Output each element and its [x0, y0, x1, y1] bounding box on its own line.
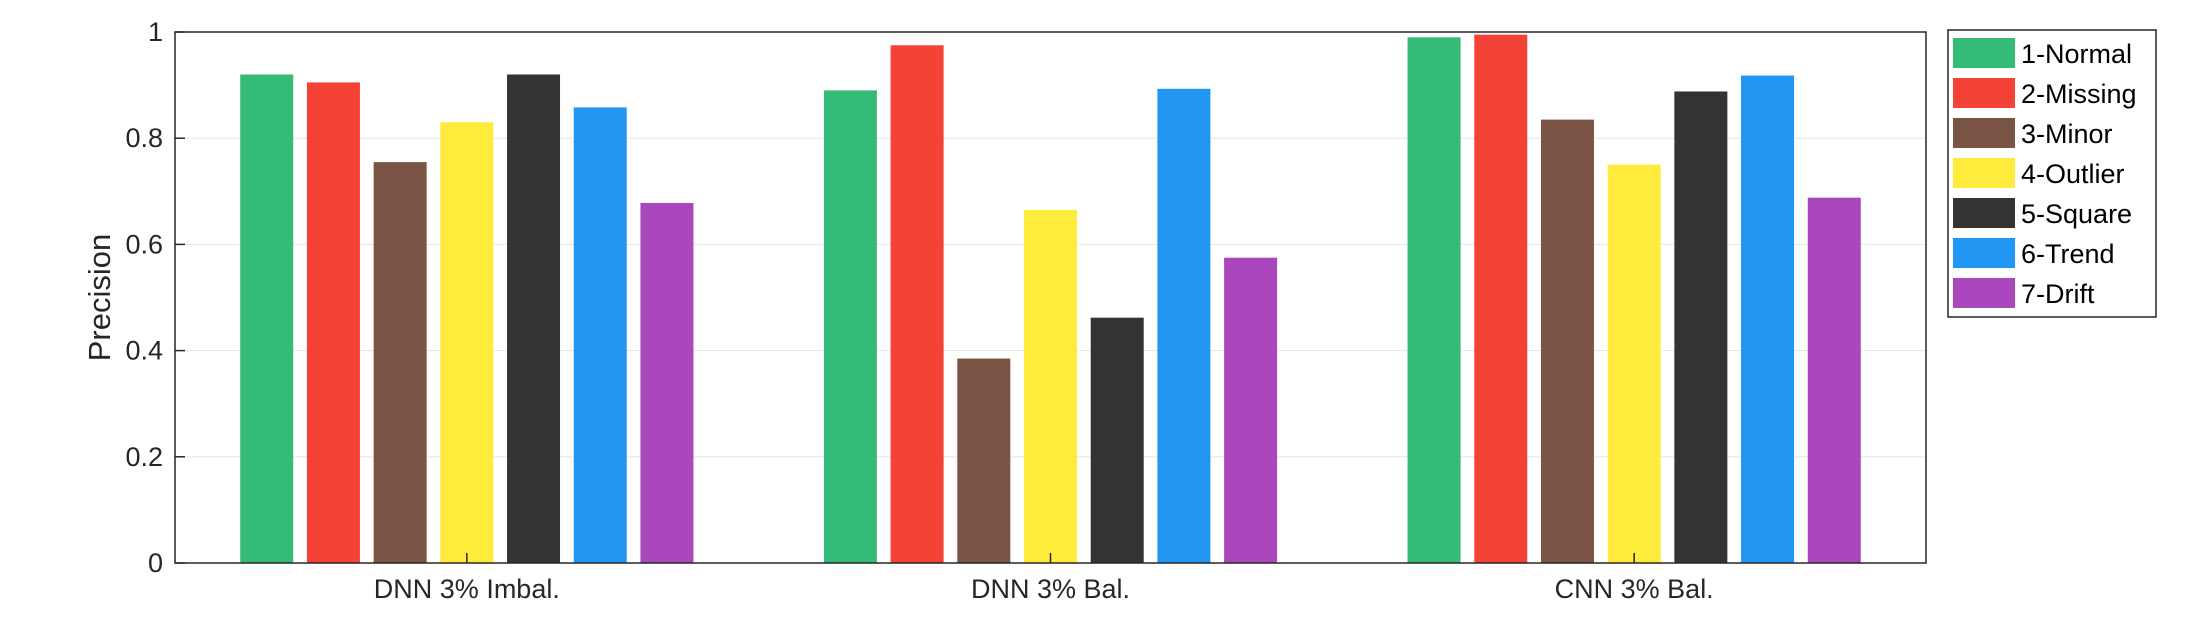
bar-3-minor-2 [957, 358, 1011, 563]
bar-5-square-2 [1090, 317, 1144, 563]
bar-7-drift-2 [1224, 257, 1278, 563]
bar-5-square-3 [1674, 91, 1728, 564]
legend-swatch [1953, 158, 2015, 188]
x-axis-ticks: DNN 3% Imbal. DNN 3% Bal. CNN 3% Bal. [374, 553, 1714, 604]
legend-label: 4-Outlier [2021, 159, 2125, 189]
y-axis-ticks: 0 0.2 0.4 0.6 0.8 1 [125, 17, 185, 578]
legend-label: 2-Missing [2021, 79, 2137, 109]
y-tick-label: 0.8 [125, 123, 163, 153]
bar-5-square-1 [507, 74, 561, 563]
bar-2-missing-1 [306, 82, 360, 563]
x-tick-label: CNN 3% Bal. [1555, 574, 1714, 604]
bar-4-outlier-3 [1607, 164, 1661, 563]
y-tick-label: 0.2 [125, 442, 163, 472]
bar-1-normal-1 [240, 74, 294, 563]
x-tick-label: DNN 3% Bal. [971, 574, 1130, 604]
y-tick-label: 0.6 [125, 229, 163, 259]
bar-3-minor-3 [1540, 119, 1594, 564]
bar-3-minor-1 [373, 162, 427, 563]
bars [240, 34, 1861, 564]
bar-1-normal-2 [823, 90, 877, 563]
y-tick-label: 0.4 [125, 336, 163, 366]
legend-label: 6-Trend [2021, 239, 2115, 269]
bar-2-missing-3 [1474, 34, 1528, 563]
legend-swatch [1953, 78, 2015, 108]
x-tick-label: DNN 3% Imbal. [374, 574, 560, 604]
legend-label: 1-Normal [2021, 39, 2132, 69]
legend-label: 7-Drift [2021, 279, 2095, 309]
bar-6-trend-3 [1741, 75, 1795, 564]
bar-2-missing-2 [890, 45, 944, 563]
legend-swatch [1953, 238, 2015, 268]
legend-swatch [1953, 118, 2015, 148]
bar-6-trend-1 [573, 107, 627, 563]
y-tick-label: 0 [148, 548, 163, 578]
bar-7-drift-3 [1807, 197, 1861, 563]
legend-label: 3-Minor [2021, 119, 2113, 149]
legend-swatch [1953, 198, 2015, 228]
y-tick-label: 1 [148, 17, 163, 47]
legend-swatch [1953, 278, 2015, 308]
legend-swatch [1953, 38, 2015, 68]
bar-7-drift-1 [640, 202, 694, 563]
bar-6-trend-2 [1157, 88, 1211, 563]
y-axis-label: Precision [82, 234, 117, 362]
bar-4-outlier-2 [1024, 209, 1077, 563]
legend-label: 5-Square [2021, 199, 2132, 229]
bar-4-outlier-1 [440, 122, 494, 564]
legend: 1-Normal 2-Missing 3-Minor 4-Outlier 5-Squar… [1947, 29, 2157, 318]
bar-1-normal-3 [1407, 37, 1461, 564]
